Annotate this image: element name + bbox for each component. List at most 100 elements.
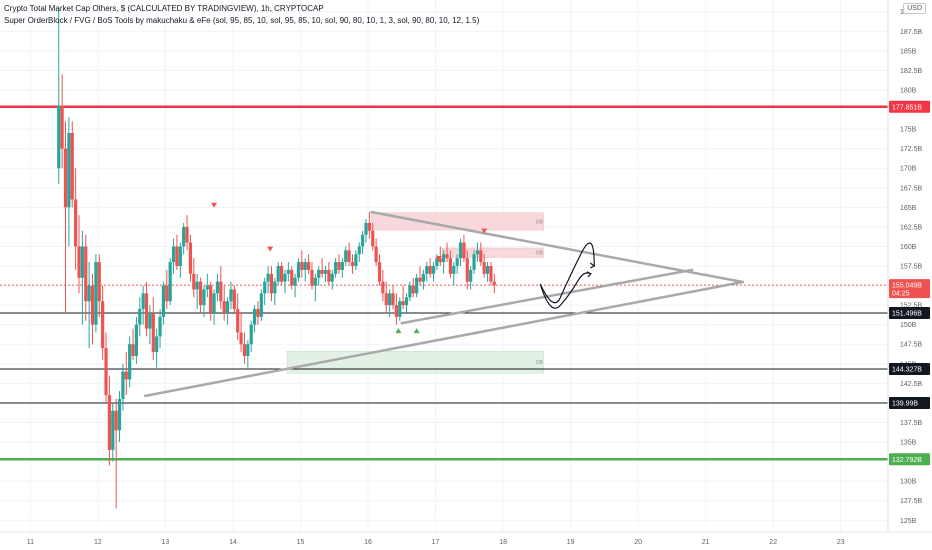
candle-body [364, 222, 368, 235]
y-tick-label: 157.5B [900, 264, 923, 271]
y-tick-label: 130B [900, 479, 917, 486]
y-tick-label: 167.5B [900, 185, 923, 192]
candle-body [388, 293, 392, 306]
candle-body [276, 266, 280, 282]
level-tag [889, 363, 930, 376]
candle-body [263, 281, 267, 294]
x-tick-label: 23 [837, 539, 845, 546]
x-tick-label: 20 [634, 539, 642, 546]
candle-body [148, 312, 152, 329]
time-axis[interactable] [0, 532, 932, 550]
candle-body [462, 242, 466, 259]
candle-body [273, 281, 277, 294]
candle-body [77, 246, 81, 278]
candle-body [320, 269, 324, 274]
x-tick-label: 17 [432, 539, 440, 546]
candle-body [337, 262, 341, 270]
x-tick-label: 13 [162, 539, 170, 546]
y-tick-label: 125B [900, 518, 917, 525]
projection-path-lower [539, 272, 592, 309]
level-tag-label: 139.99B [892, 400, 918, 407]
candle-body [84, 246, 88, 302]
candle-body [107, 395, 111, 450]
order-block-label: OB [536, 219, 544, 225]
x-tick-label: 16 [364, 539, 372, 546]
candle-body [330, 273, 334, 282]
candle-body [114, 410, 118, 431]
candle-body [425, 266, 429, 274]
indicator-legend[interactable]: Super OrderBlock / FVG / BoS Tools by ma… [4, 16, 480, 25]
candle-body [391, 293, 395, 306]
candle-body [165, 285, 169, 302]
candle-body [269, 273, 274, 294]
y-tick-label: 172.5B [900, 146, 923, 153]
candle-body [202, 289, 206, 306]
candle-body [452, 266, 456, 274]
candle-body [63, 148, 68, 208]
y-tick-label: 142.5B [900, 381, 923, 388]
y-tick-label: 180B [900, 87, 917, 94]
candle-body [465, 258, 469, 282]
candle-body [124, 371, 128, 380]
projection-arrowhead-lower [586, 271, 592, 278]
candle-body [334, 262, 338, 274]
currency-button[interactable]: USD [903, 3, 926, 14]
candle-body [168, 262, 172, 302]
candle-body [350, 262, 355, 266]
candle-body [455, 258, 459, 266]
candle-body [293, 277, 297, 286]
candle-body [344, 250, 348, 263]
candle-body [404, 297, 409, 306]
candle-body [158, 316, 162, 337]
candle-body [101, 301, 105, 349]
candle-body [212, 293, 216, 313]
candle-body [249, 324, 253, 345]
candle-body [408, 285, 412, 298]
candle-body [60, 105, 64, 149]
candle-body [155, 336, 159, 353]
candle-body [242, 344, 247, 356]
price-axis[interactable] [888, 0, 932, 532]
x-tick-label: 21 [702, 539, 710, 546]
candle-body [111, 410, 115, 450]
candle-body [445, 254, 449, 259]
level-tags: 177.851B 151.496B 144.327B 139.99B 132.792B 1… [889, 100, 930, 466]
candle-body [259, 293, 263, 317]
candle-body [435, 258, 439, 266]
candle-body [182, 226, 186, 247]
y-tick-label: 147.5B [900, 342, 923, 349]
projection-arrows [539, 242, 596, 309]
candle-body [232, 289, 236, 310]
order-block-label: OB [536, 251, 544, 257]
candle-body [482, 262, 486, 274]
y-tick-label: 162.5B [900, 224, 923, 231]
candle-body [340, 262, 344, 270]
y-tick-label: 152.5B [900, 303, 923, 310]
candle-body [313, 277, 317, 286]
candles [57, 7, 496, 509]
candle-body [178, 246, 182, 266]
candle-body [290, 269, 294, 286]
candle-body [209, 285, 213, 313]
candle-body [296, 262, 301, 278]
candle-body [347, 250, 351, 263]
candle-body [171, 246, 176, 263]
candle-body [94, 262, 98, 325]
candle-body [310, 269, 314, 286]
horizontal-levels [0, 105, 888, 461]
candle-body [219, 281, 223, 302]
candle-body [431, 266, 436, 274]
candle-body [188, 242, 193, 274]
candle-body [472, 254, 476, 270]
candle-body [469, 269, 473, 282]
candle-body [384, 293, 388, 306]
y-tick-label: 137.5B [900, 420, 923, 427]
candle-body [57, 105, 61, 169]
candle-body [458, 242, 463, 259]
y-tick-label: 185B [900, 48, 917, 55]
level-tag-label: 132.792B [892, 457, 922, 464]
candle-body [367, 222, 371, 231]
candle-body [371, 230, 375, 247]
x-tick-label: 18 [499, 539, 507, 546]
